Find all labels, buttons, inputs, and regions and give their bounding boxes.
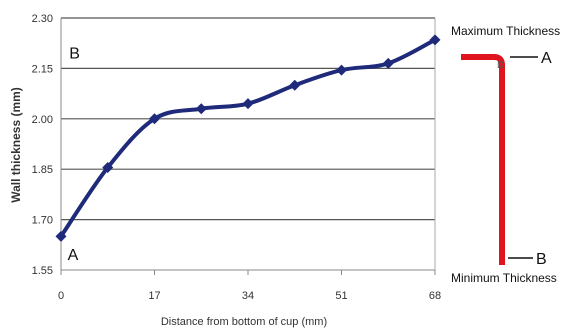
top-marker-label: A <box>541 50 552 67</box>
cup-profile-diagram: Maximum Thickness D A B Minimum Thicknes… <box>451 24 560 285</box>
x-tick-label: 34 <box>242 290 254 302</box>
x-tick-label: 17 <box>148 290 160 302</box>
series-line-0 <box>59 38 436 238</box>
data-point <box>382 57 394 69</box>
x-tick-label: 51 <box>335 290 347 302</box>
corner-label-d: D <box>497 60 504 71</box>
y-tick-label: 2.00 <box>32 114 53 126</box>
bottom-marker-label: B <box>536 251 547 268</box>
data-point <box>195 103 207 115</box>
gridlines <box>61 17 435 221</box>
y-tick-label: 2.15 <box>32 63 53 75</box>
x-tick-label: 0 <box>58 290 64 302</box>
y-tick-label: 1.70 <box>32 215 53 227</box>
annotation-label: B <box>69 45 80 62</box>
data-point <box>102 162 114 174</box>
data-point <box>55 230 67 242</box>
y-tick-label: 1.85 <box>32 164 53 176</box>
annotations: BA <box>68 45 80 264</box>
series-group <box>55 34 441 242</box>
x-tick-labels: 0 17 34 51 68 <box>58 270 441 302</box>
axes <box>60 18 436 271</box>
data-point <box>149 113 160 125</box>
x-axis-label: Distance from bottom of cup (mm) <box>161 316 327 328</box>
y-tick-label: 2.30 <box>32 13 53 25</box>
data-point <box>289 79 301 91</box>
cup-wall-profile <box>461 54 505 265</box>
data-point <box>242 98 254 110</box>
data-point <box>336 64 347 76</box>
annotation-label: A <box>68 247 79 264</box>
y-axis-label: Wall thickness (mm) <box>9 87 23 203</box>
data-point <box>429 34 441 46</box>
maximum-thickness-label: Maximum Thickness <box>451 24 560 38</box>
y-tick-labels: 1.55 1.70 1.85 2.00 2.15 2.30 <box>32 13 53 277</box>
x-tick-label: 68 <box>429 290 441 302</box>
y-tick-label: 1.55 <box>32 265 53 277</box>
minimum-thickness-label: Minimum Thickness <box>451 271 557 285</box>
